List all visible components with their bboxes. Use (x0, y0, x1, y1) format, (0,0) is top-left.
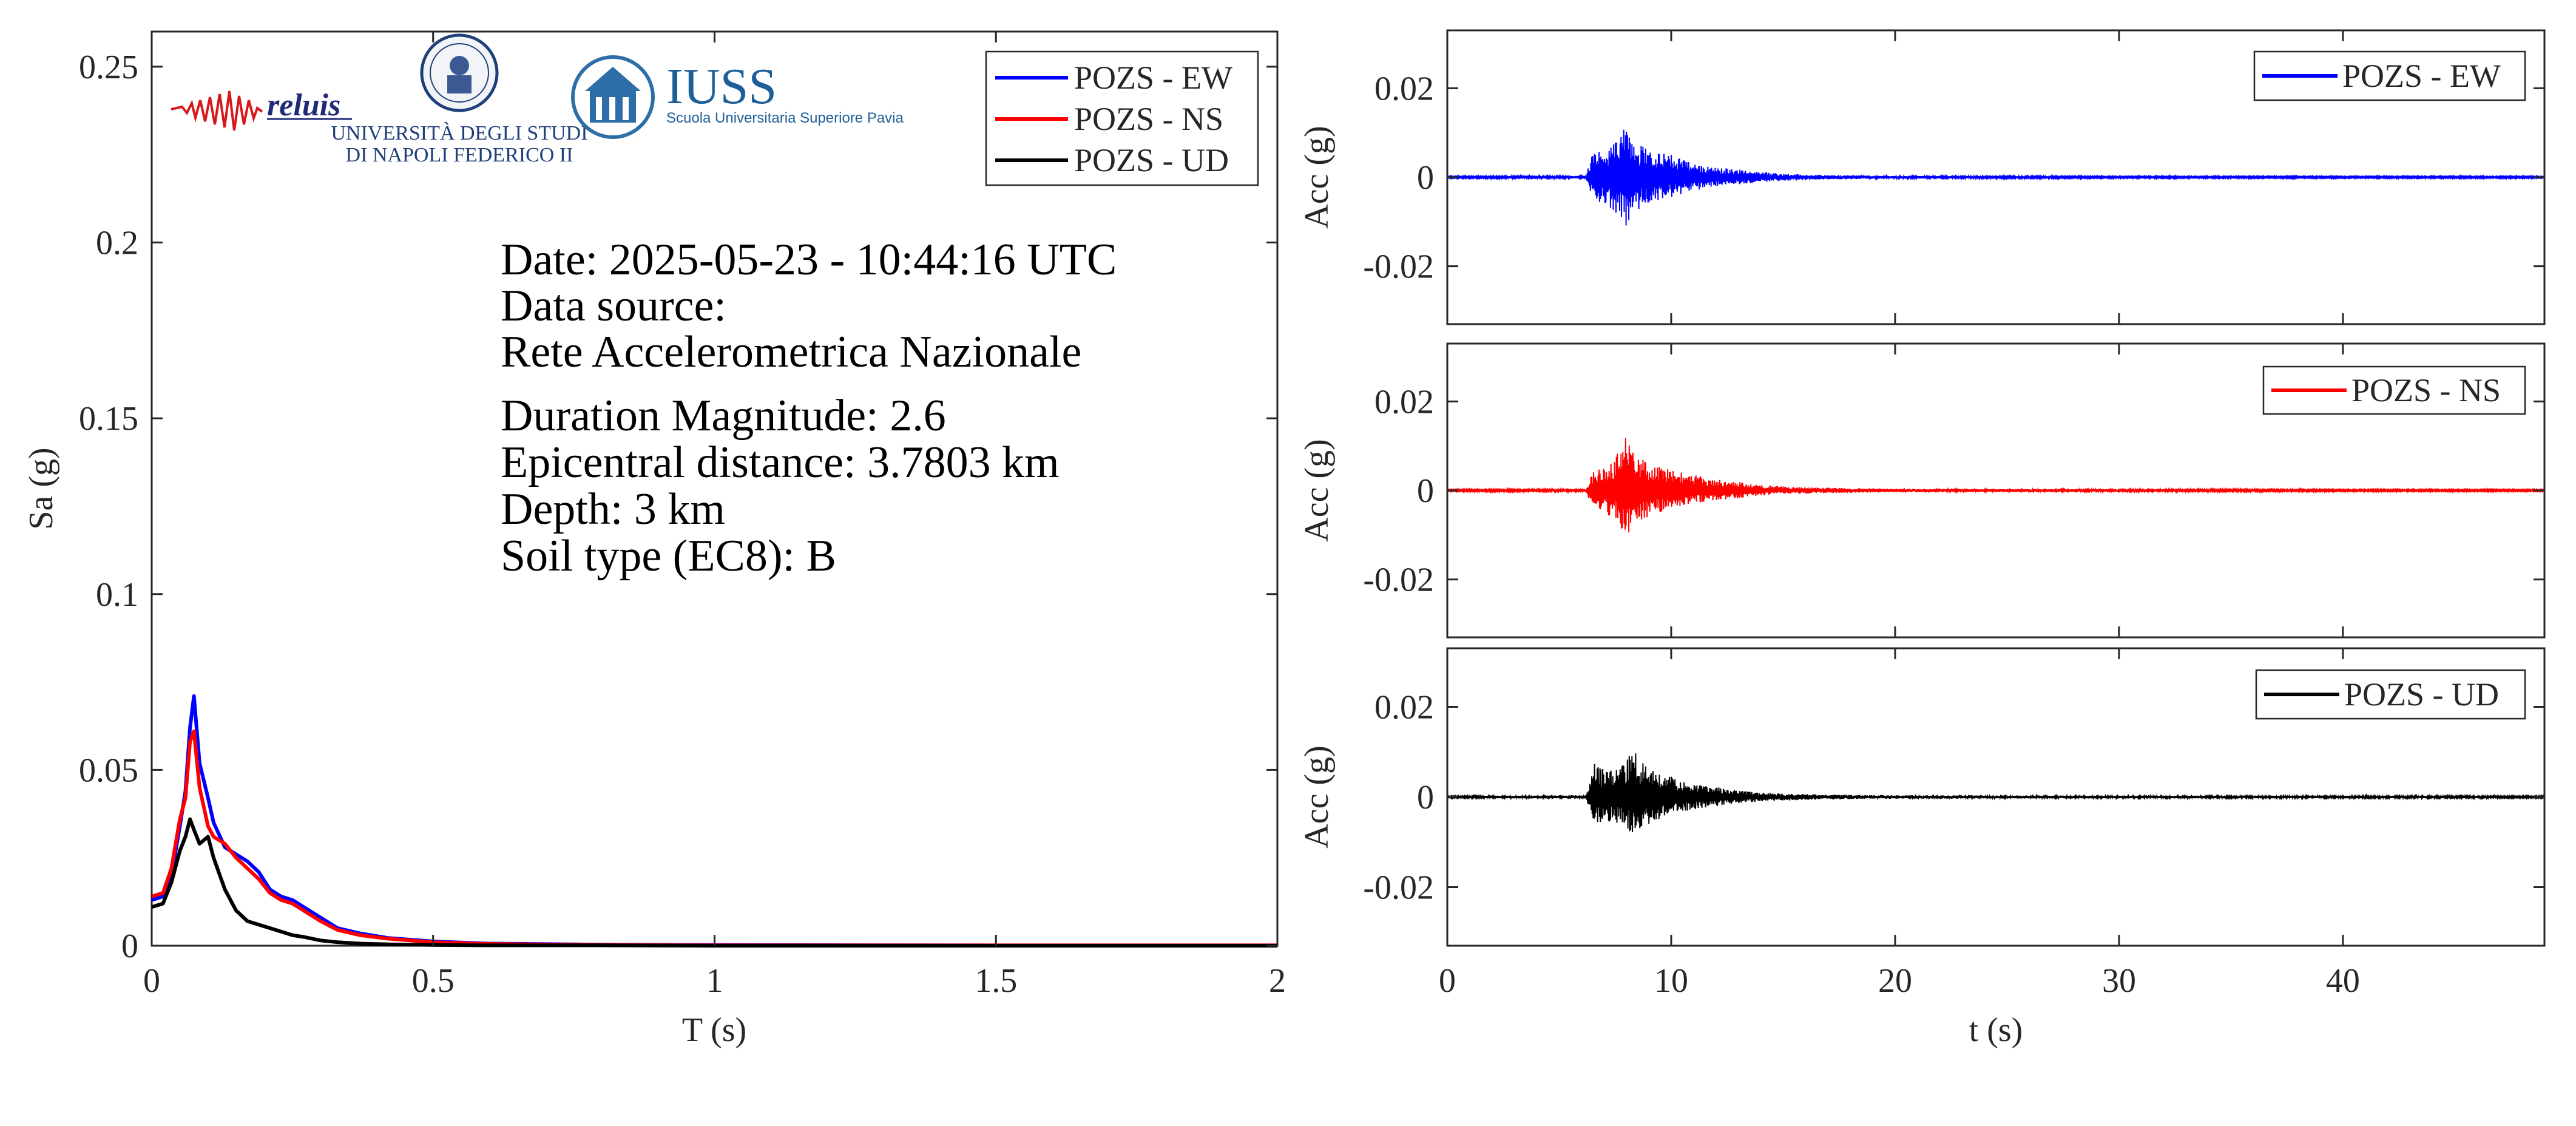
spectrum-y-axis-label: Sa (g) (22, 447, 60, 529)
trace-ud-x-tick-label: 30 (2102, 962, 2136, 1000)
spectrum-series-ud (151, 817, 1277, 948)
spectrum-chart: 0 0.5 1 1.5 2 0 0.05 0.1 0.15 0.2 0.25 T (s) Sa (g… (22, 30, 1286, 1049)
reluis-wave-icon (171, 90, 263, 131)
trace-ew-series-ew (1447, 129, 2545, 226)
spectrum-x-tick-label: 1 (706, 962, 723, 1000)
spectrum-legend-label-ew: POZS - EW (1074, 59, 1232, 96)
unina-logo: UNIVERSITÀ DEGLI STUDI DI NAPOLI FEDERIC… (331, 33, 588, 166)
trace-ud-y-tick-label: 0.02 (1374, 689, 1434, 727)
trace-ns-ticks-group: -0.02 0 0.02 (1363, 344, 2544, 637)
trace-ns-y-axis-label: Acc (g) (1298, 439, 1336, 541)
spectrum-y-tick-label: 0.2 (96, 225, 138, 262)
spectrum-x-tick-label: 0.5 (412, 962, 455, 1000)
trace-ud-y-tick-label: -0.02 (1363, 869, 1434, 906)
trace-ew-series-group (1447, 129, 2545, 226)
spectrum-series-group (151, 694, 1277, 948)
trace-ud-legend: POZS - UD (2255, 669, 2526, 720)
trace-ud-ticks-group: 0 10 20 30 40 -0.02 0 0.02 (1363, 648, 2544, 1000)
reluis-logo: reluis (171, 88, 352, 131)
spectrum-y-tick-label: 0.15 (79, 400, 138, 438)
trace-ew-legend-label: POZS - EW (2342, 58, 2501, 94)
spectrum-y-tick-label: 0.1 (96, 576, 138, 614)
event-date: Date: 2025-05-23 - 10:44:16 UTC (501, 235, 1117, 285)
trace-ew-chart: -0.02 0 0.02 Acc (g) POZS - EW (1298, 29, 2546, 325)
spectrum-y-tick-label: 0.25 (79, 49, 138, 86)
event-soil-type: Soil type (EC8): B (501, 531, 836, 581)
event-depth: Depth: 3 km (501, 484, 725, 534)
trace-ud-chart: 0 10 20 30 40 -0.02 0 0.02 Acc (g) t (s) POZS -… (1298, 647, 2546, 1049)
trace-ud-legend-label: POZS - UD (2344, 676, 2499, 713)
iuss-logo: IUSS Scuola Universitaria Superiore Pavi… (571, 55, 904, 139)
trace-ns-y-tick-label: 0 (1417, 472, 1434, 510)
unina-logo-line1: UNIVERSITÀ DEGLI STUDI (331, 122, 587, 144)
trace-ns-series-group (1447, 438, 2545, 533)
trace-ud-series-group (1447, 753, 2545, 833)
spectrum-y-tick-label: 0.05 (79, 751, 138, 789)
trace-ns-chart: -0.02 0 0.02 Acc (g) POZS - NS (1298, 342, 2546, 639)
iuss-logo-title: IUSS (666, 58, 777, 115)
iuss-logo-subtitle: Scuola Universitaria Superiore Pavia (666, 110, 904, 126)
event-source-value: Rete Accelerometrica Nazionale (501, 327, 1081, 377)
event-info: Date: 2025-05-23 - 10:44:16 UTC Data sou… (501, 235, 1117, 581)
spectrum-x-axis-label: T (s) (682, 1011, 746, 1049)
trace-ew-y-tick-label: 0 (1417, 159, 1434, 197)
event-magnitude: Duration Magnitude: 2.6 (501, 391, 946, 441)
spectrum-legend-label-ns: POZS - NS (1074, 101, 1223, 137)
spectrum-legend: POZS - EW POZS - NS POZS - UD (985, 50, 1259, 186)
trace-x-axis-label: t (s) (1969, 1011, 2023, 1049)
trace-ud-y-axis-label: Acc (g) (1298, 745, 1336, 848)
spectrum-x-tick-label: 2 (1269, 962, 1286, 1000)
trace-ud-x-tick-label: 40 (2326, 962, 2360, 1000)
trace-ew-ticks-group: -0.02 0 0.02 (1363, 30, 2544, 324)
unina-logo-line2: DI NAPOLI FEDERICO II (346, 144, 573, 166)
trace-ud-x-tick-label: 0 (1439, 962, 1456, 1000)
event-source-label: Data source: (501, 281, 726, 331)
trace-ew-y-tick-label: -0.02 (1363, 248, 1434, 286)
spectrum-ticks-group: 0 0.5 1 1.5 2 0 0.05 0.1 0.15 0.2 0.25 (79, 32, 1286, 1000)
spectrum-series-ns (151, 729, 1277, 948)
trace-ew-y-tick-label: 0.02 (1374, 70, 1434, 107)
trace-ew-legend: POZS - EW (2253, 50, 2526, 101)
trace-ud-y-tick-label: 0 (1417, 779, 1434, 816)
reluis-logo-text: reluis (267, 88, 340, 123)
trace-ew-y-axis-label: Acc (g) (1298, 126, 1336, 228)
trace-ns-y-tick-label: 0.02 (1374, 383, 1434, 421)
trace-ud-x-tick-label: 10 (1654, 962, 1688, 1000)
trace-ns-legend: POZS - NS (2262, 365, 2526, 415)
spectrum-y-tick-label: 0 (121, 928, 138, 965)
trace-ud-series-ud (1447, 753, 2545, 833)
event-distance: Epicentral distance: 3.7803 km (501, 438, 1060, 487)
trace-ns-y-tick-label: -0.02 (1363, 561, 1434, 599)
spectrum-legend-label-ud: POZS - UD (1074, 142, 1229, 178)
trace-ud-x-tick-label: 20 (1878, 962, 1912, 1000)
trace-ns-legend-label: POZS - NS (2351, 372, 2501, 409)
spectrum-x-tick-label: 1.5 (975, 962, 1017, 1000)
spectrum-x-tick-label: 0 (143, 962, 160, 1000)
trace-ns-series-ns (1447, 438, 2545, 533)
